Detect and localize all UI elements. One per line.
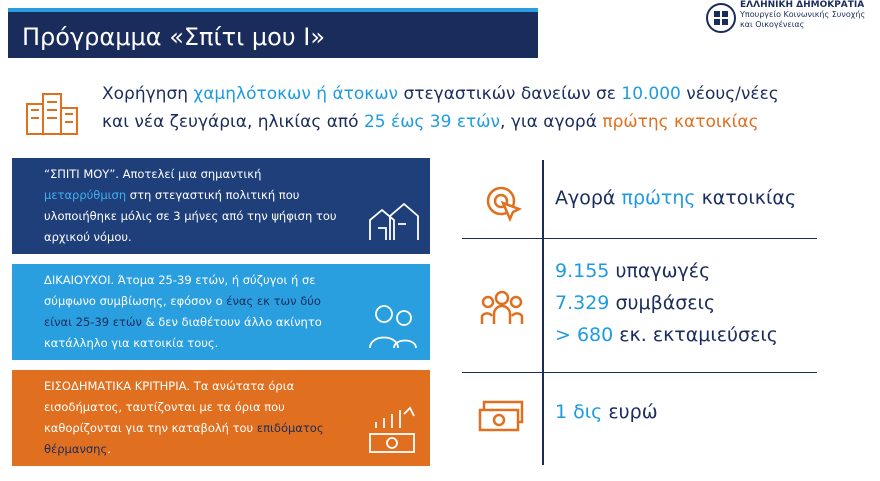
text-segment: . [107, 442, 111, 456]
click-icon [486, 186, 523, 223]
text-segment: 10.000 [621, 84, 681, 104]
logo-line: Υπουργείο Κοινωνικής Συνοχής [740, 10, 866, 19]
logo-line: ΕΛΛΗΝΙΚΗ ΔΗΜΟΚΡΑΤΙΑ [740, 0, 865, 10]
info-box: “ΣΠΙΤΙ ΜΟΥ”. Αποτελεί μια σημαντική μετα… [12, 158, 430, 254]
text-segment: > 680 [555, 324, 614, 346]
text-segment: μεταρρύθμιση [44, 188, 127, 202]
box-text: “ΣΠΙΤΙ ΜΟΥ”. Αποτελεί μια σημαντική μετα… [44, 164, 344, 248]
text-segment: ευρώ [602, 401, 658, 423]
text-segment: ΔΙΚΑΙΟΥΧΟΙ. Άτομα 25-39 ετών, ή σύζυγοι … [44, 273, 316, 308]
text-segment: 25 έως 39 ετών [363, 112, 501, 132]
text-line: 9.155 υπαγωγές [555, 255, 778, 287]
stat: 9.155 υπαγωγές 7.329 συμβάσεις > 680 εκ. ε… [555, 255, 778, 351]
logo-line: και Οικογένειας [740, 20, 805, 29]
text-line: 7.329 συμβάσεις [555, 287, 778, 319]
text-segment: & δεν διαθέτουν άλλο ακίνητο κατάλληλο γ… [44, 315, 322, 350]
money-icon [478, 400, 524, 432]
text-segment: ένας εκ των δύο είναι 25-39 ετών [44, 294, 321, 329]
text-segment: 1 δις [555, 401, 603, 423]
text-segment: επιδόματος θέρμανσης [44, 421, 324, 456]
info-box: ΔΙΚΑΙΟΥΧΟΙ. Άτομα 25-39 ετών, ή σύζυγοι … [12, 264, 430, 360]
text-segment: 7.329 [555, 292, 610, 314]
box-text: ΔΙΚΑΙΟΥΧΟΙ. Άτομα 25-39 ετών, ή σύζυγοι … [44, 270, 344, 354]
title: Πρόγραμμα «Σπίτι μου Ι» [8, 8, 538, 58]
text-segment: χαμηλότοκων ή άτοκων [193, 84, 399, 104]
text-line: 1 δις ευρώ [555, 396, 658, 428]
text-line: > 680 εκ. εκταμιεύσεις [555, 319, 778, 351]
text-segment: και νέα ζευγάρια, ηλικίας από [102, 112, 364, 132]
divider [462, 372, 817, 373]
building-icon [26, 93, 78, 135]
text-segment: στη στεγαστική πολιτική που υλοποιήθηκε … [44, 188, 337, 244]
text-segment: νέους/νέες [680, 84, 779, 104]
box-icon [369, 305, 417, 349]
text-segment: Χορήγηση [102, 84, 194, 104]
text-segment: ΕΙΣΟΔΗΜΑΤΙΚΑ ΚΡΙΤΗΡΙΑ. Τα ανώτατα όρια ε… [44, 379, 295, 435]
text-line: και νέα ζευγάρια, ηλικίας από 25 έως 39 … [102, 108, 779, 136]
text-segment: πρώτης [621, 187, 696, 209]
text-segment: στεγαστικών δανείων σε [398, 84, 622, 104]
text-line: Χορήγηση χαμηλότοκων ή άτοκων στεγαστικώ… [102, 80, 779, 108]
text-segment: πρώτης κατοικίας [602, 112, 759, 132]
people-icon [480, 290, 524, 324]
text-segment: 9.155 [555, 260, 610, 282]
text-line: Αγορά πρώτης κατοικίας [555, 182, 796, 214]
logo-text: ΕΛΛΗΝΙΚΗ ΔΗΜΟΚΡΑΤΙΑ Υπουργείο Κοινωνικής … [740, 0, 865, 30]
text-segment: “ΣΠΙΤΙ ΜΟΥ”. Αποτελεί μια σημαντική [44, 167, 262, 181]
text-segment: Αγορά [555, 187, 622, 209]
divider [462, 238, 817, 239]
box-icon [369, 202, 419, 240]
box-icon [369, 406, 415, 453]
box-text: ΕΙΣΟΔΗΜΑΤΙΚΑ ΚΡΙΤΗΡΙΑ. Τα ανώτατα όρια ε… [44, 376, 344, 460]
text-segment: υπαγωγές [609, 260, 711, 282]
divider [542, 160, 544, 465]
intro-text: Χορήγηση χαμηλότοκων ή άτοκων στεγαστικώ… [102, 80, 779, 136]
emblem [706, 3, 736, 33]
text-segment: συμβάσεις [609, 292, 716, 314]
stat: 1 δις ευρώ [555, 396, 658, 428]
text-segment: , για αγορά [500, 112, 603, 132]
text-segment: κατοικίας [695, 187, 797, 209]
info-box: ΕΙΣΟΔΗΜΑΤΙΚΑ ΚΡΙΤΗΡΙΑ. Τα ανώτατα όρια ε… [12, 370, 430, 466]
text-segment: εκ. εκταμιεύσεις [613, 324, 778, 346]
stat: Αγορά πρώτης κατοικίας [555, 182, 796, 214]
